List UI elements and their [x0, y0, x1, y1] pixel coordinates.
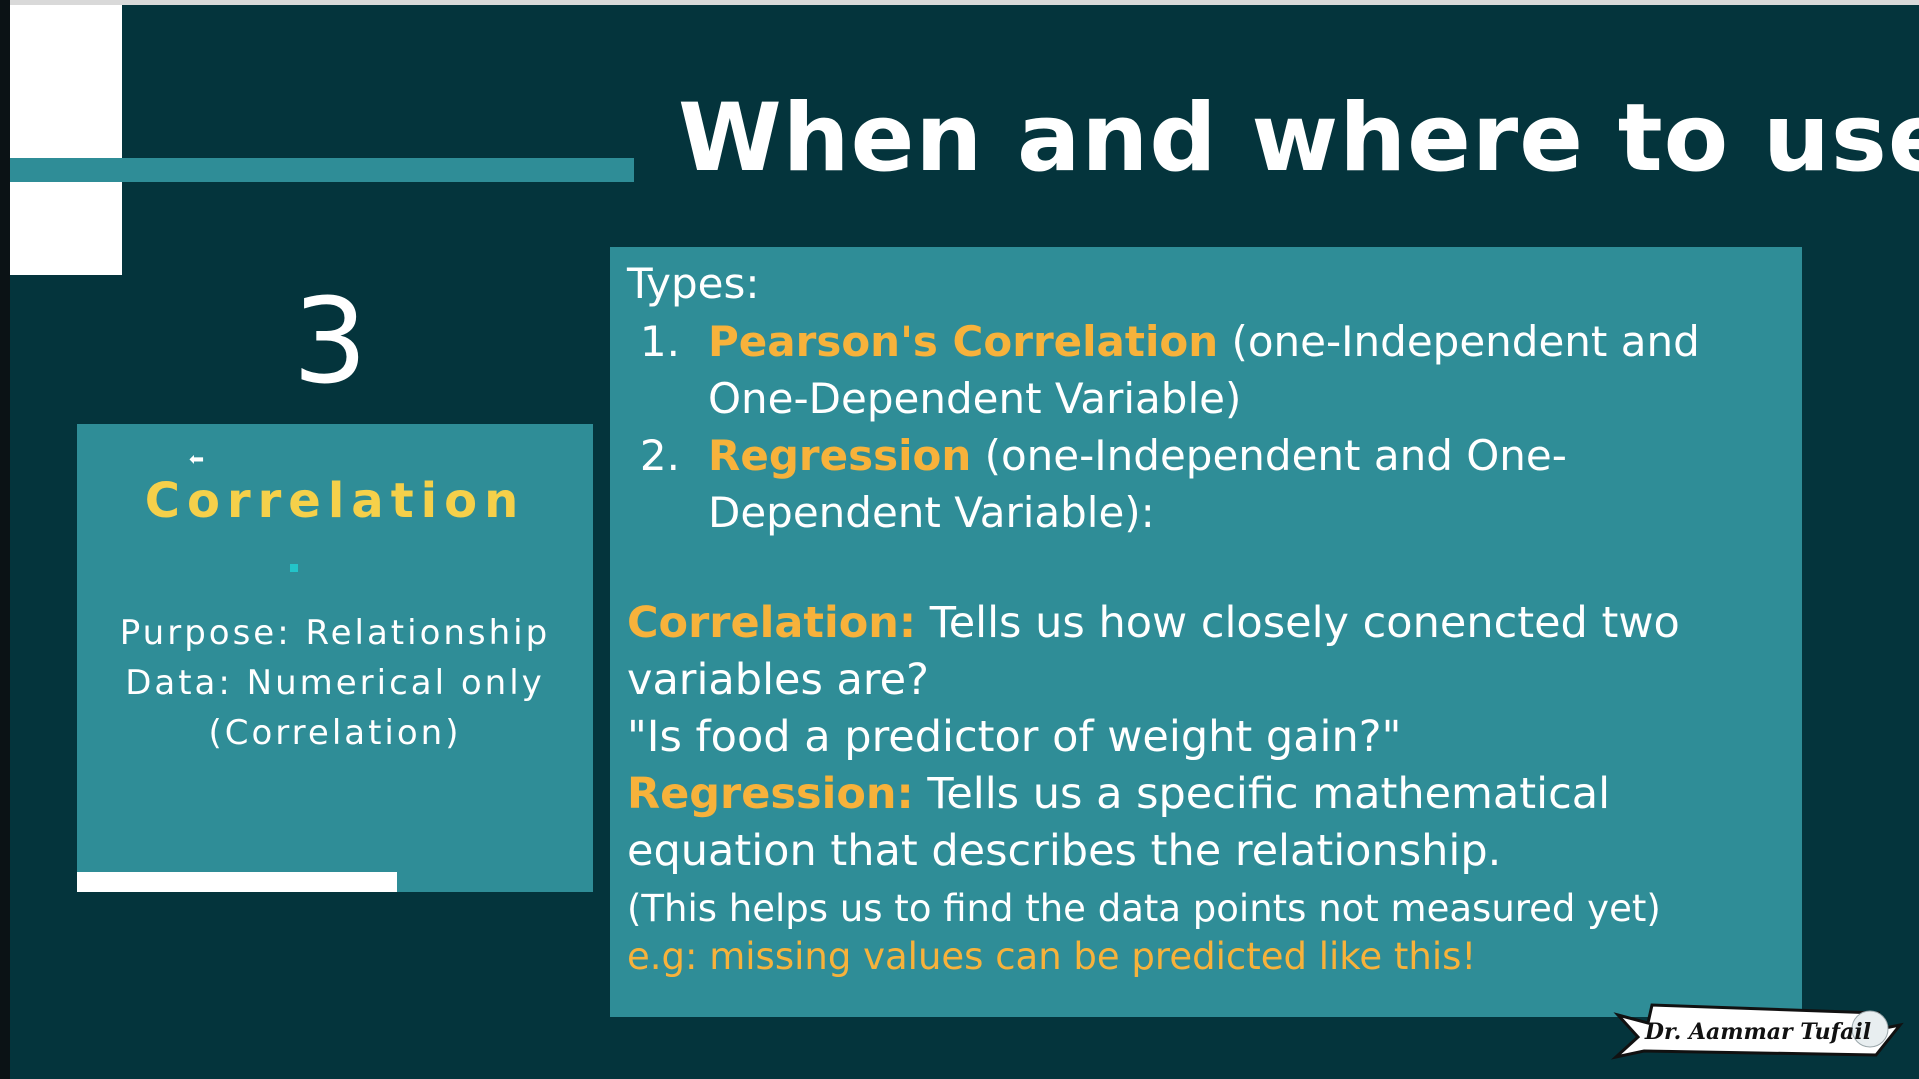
- type-name: Regression: [708, 431, 972, 480]
- card-dot: [290, 564, 298, 572]
- top-strip: [0, 0, 1919, 5]
- regression-label: Regression:: [627, 769, 914, 819]
- left-edge: [0, 0, 10, 1079]
- regression-note: (This helps us to find the data points n…: [627, 887, 1661, 930]
- decor-teal-bar: [10, 158, 634, 182]
- type-number: 2.: [639, 431, 680, 480]
- signature-text: Dr. Aammar Tufail: [1644, 1019, 1871, 1045]
- types-heading: Types:: [627, 259, 760, 308]
- regression-example: e.g: missing values can be predicted lik…: [627, 935, 1477, 978]
- card-underline: [77, 872, 397, 892]
- correlation-card: ⬅ Correlation Purpose: Relationship Data…: [77, 424, 593, 892]
- correlation-text: Tells us how closely conencted two varia…: [627, 598, 1680, 705]
- card-data: Data: Numerical only: [125, 663, 545, 703]
- slide-number: 3: [292, 272, 368, 410]
- regression-text: Tells us a specific mathematical equatio…: [627, 769, 1611, 876]
- banner-ribbon: [1610, 1003, 1904, 1060]
- content-panel: Types: 1. Pearson's Correlation (one-Ind…: [610, 247, 1802, 1017]
- card-details: Purpose: Relationship Data: Numerical on…: [77, 608, 593, 758]
- signature-banner: Dr. Aammar Tufail: [1610, 1003, 1904, 1060]
- slide-title: When and where to use?: [678, 84, 1919, 193]
- type-name: Pearson's Correlation: [708, 317, 1219, 366]
- correlation-label: Correlation:: [627, 598, 917, 648]
- cursor-icon: ⬅: [189, 449, 205, 470]
- card-title: Correlation: [144, 473, 526, 529]
- correlation-definition: Correlation: Tells us how closely conenc…: [627, 595, 1787, 709]
- decor-white-block: [10, 5, 122, 275]
- card-note: (Correlation): [208, 713, 462, 753]
- example-question: "Is food a predictor of weight gain?": [627, 712, 1402, 762]
- type-description: (one-Independent and One-Dependent Varia…: [708, 431, 1567, 537]
- card-purpose: Purpose: Relationship: [119, 613, 551, 653]
- type-number: 1.: [639, 317, 680, 366]
- badge-icon: [1851, 1010, 1889, 1048]
- type-description: (one-Independent and One-Dependent Varia…: [708, 317, 1700, 423]
- regression-definition: Regression: Tells us a specific mathemat…: [627, 766, 1787, 880]
